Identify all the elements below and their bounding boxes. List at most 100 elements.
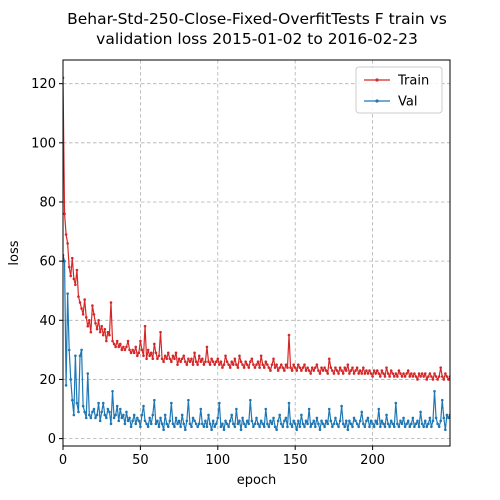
series-train-point — [146, 348, 150, 352]
series-val-point — [204, 419, 207, 423]
series-train-point — [334, 366, 337, 369]
series-train-point — [447, 378, 450, 381]
x-tick-label: 50 — [132, 453, 149, 468]
chart-title-line-2: validation loss 2015-01-02 to 2016-02-23 — [96, 30, 418, 48]
series-val-point — [74, 354, 77, 358]
series-val-point — [166, 425, 170, 429]
series-train-point — [166, 351, 170, 355]
series-train-point — [273, 366, 277, 369]
series-train-point — [259, 354, 263, 358]
series-train-point — [84, 316, 88, 319]
series-val-point — [211, 419, 215, 423]
series-val-point — [442, 416, 446, 420]
series-val-point — [405, 422, 408, 426]
series-val-point — [358, 419, 362, 423]
series-val-point — [117, 419, 121, 423]
series-train-point — [244, 360, 247, 364]
series-val-point — [252, 425, 255, 429]
series-val-point — [416, 419, 419, 423]
series-val-point — [122, 413, 125, 417]
series-val-point — [295, 428, 299, 432]
series-val-point — [214, 422, 218, 426]
series-train-point — [327, 357, 331, 361]
series-val-point — [194, 422, 198, 426]
series-val-point — [153, 398, 156, 402]
series-val-point — [363, 425, 367, 429]
series-train-point — [256, 360, 260, 364]
series-val-point — [80, 348, 83, 352]
series-train-point — [349, 369, 353, 372]
series-val-point — [145, 422, 148, 426]
series-val-point — [379, 425, 382, 429]
series-train-point — [183, 360, 187, 364]
series-train-point — [258, 366, 261, 369]
series-val-point — [94, 416, 97, 420]
series-val-point — [222, 428, 226, 432]
series-val-point — [97, 401, 100, 405]
series-train-point — [363, 372, 367, 375]
series-train-point — [193, 351, 196, 355]
series-val-point — [331, 425, 334, 429]
series-train-point — [358, 369, 362, 372]
series-val-point — [346, 428, 350, 432]
series-val-point — [177, 419, 181, 423]
series-train-point — [270, 363, 274, 366]
series-train-point — [307, 369, 311, 372]
series-val-point — [281, 425, 285, 429]
y-tick-label: 60 — [39, 255, 56, 270]
series-train-point — [368, 369, 371, 372]
series-train-point — [255, 363, 258, 366]
series-train-point — [413, 372, 416, 375]
series-val-point — [118, 407, 122, 411]
series-val-point — [129, 425, 133, 429]
series-train-point — [241, 363, 244, 366]
series-val-point — [81, 404, 85, 408]
series-val-point — [197, 422, 201, 426]
series-val-point — [304, 419, 308, 423]
series-val-point — [160, 422, 164, 426]
series-train-point — [143, 324, 147, 328]
series-train-point — [197, 354, 201, 358]
series-train-point — [391, 372, 395, 375]
series-train-point — [204, 360, 207, 364]
series-val-point — [431, 419, 435, 423]
series-val-point — [224, 419, 227, 423]
series-train-point — [309, 372, 312, 375]
series-val — [63, 253, 450, 432]
series-val-point — [264, 407, 268, 411]
series-val-point — [185, 419, 189, 423]
series-train-point — [187, 357, 190, 361]
series-train-point — [267, 366, 271, 369]
series-val-point — [399, 419, 402, 423]
series-val-point — [221, 422, 224, 426]
series-val-point — [343, 425, 347, 429]
series-val-point — [293, 422, 297, 426]
series-val-point — [77, 410, 80, 414]
series-val-point — [173, 425, 176, 429]
series-train-point — [310, 366, 314, 369]
grid — [62, 60, 450, 446]
series-val-point — [402, 416, 405, 420]
series-train-point — [221, 366, 224, 369]
series-val-point — [134, 422, 138, 426]
series-val-point — [163, 413, 167, 417]
series-train-point — [83, 298, 86, 301]
series-train-point — [295, 369, 299, 372]
series-val-point — [411, 416, 415, 420]
series-val-point — [290, 425, 294, 429]
series-train-point — [399, 372, 402, 375]
series-val-point — [208, 422, 212, 426]
series-train-point — [304, 369, 308, 372]
series-val-point — [417, 425, 421, 429]
series-train-point — [281, 366, 285, 369]
series-val-point — [278, 413, 282, 417]
series-train-point — [208, 363, 212, 366]
series-val-point — [422, 425, 425, 429]
series-val-point — [272, 416, 275, 420]
series-val-point — [329, 419, 333, 423]
series-val-point — [83, 410, 86, 414]
series-val-point — [115, 404, 119, 408]
series-train-point — [318, 372, 322, 375]
series-val-point — [205, 425, 209, 429]
series-train-point — [423, 372, 427, 375]
